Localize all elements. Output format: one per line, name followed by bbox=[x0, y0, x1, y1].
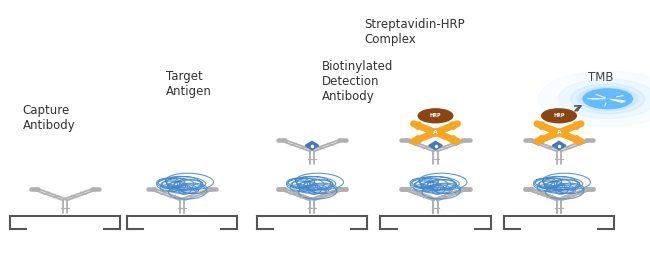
Circle shape bbox=[541, 109, 577, 123]
Circle shape bbox=[550, 129, 568, 136]
Text: HRP: HRP bbox=[430, 113, 441, 118]
Text: Capture
Antibody: Capture Antibody bbox=[23, 104, 75, 132]
Text: HRP: HRP bbox=[553, 113, 565, 118]
Text: A: A bbox=[433, 130, 438, 135]
Circle shape bbox=[583, 89, 632, 109]
Polygon shape bbox=[552, 141, 566, 150]
Circle shape bbox=[578, 87, 638, 110]
Circle shape bbox=[558, 79, 650, 119]
Text: A: A bbox=[556, 130, 562, 135]
Polygon shape bbox=[429, 141, 442, 150]
Text: Biotinylated
Detection
Antibody: Biotinylated Detection Antibody bbox=[322, 60, 393, 103]
Text: Target
Antigen: Target Antigen bbox=[166, 70, 212, 98]
Text: TMB: TMB bbox=[588, 72, 614, 84]
Circle shape bbox=[571, 84, 645, 114]
Polygon shape bbox=[306, 141, 318, 150]
Text: Streptavidin-HRP
Complex: Streptavidin-HRP Complex bbox=[364, 18, 465, 46]
Circle shape bbox=[539, 71, 650, 126]
Circle shape bbox=[418, 109, 453, 123]
Circle shape bbox=[426, 129, 445, 136]
